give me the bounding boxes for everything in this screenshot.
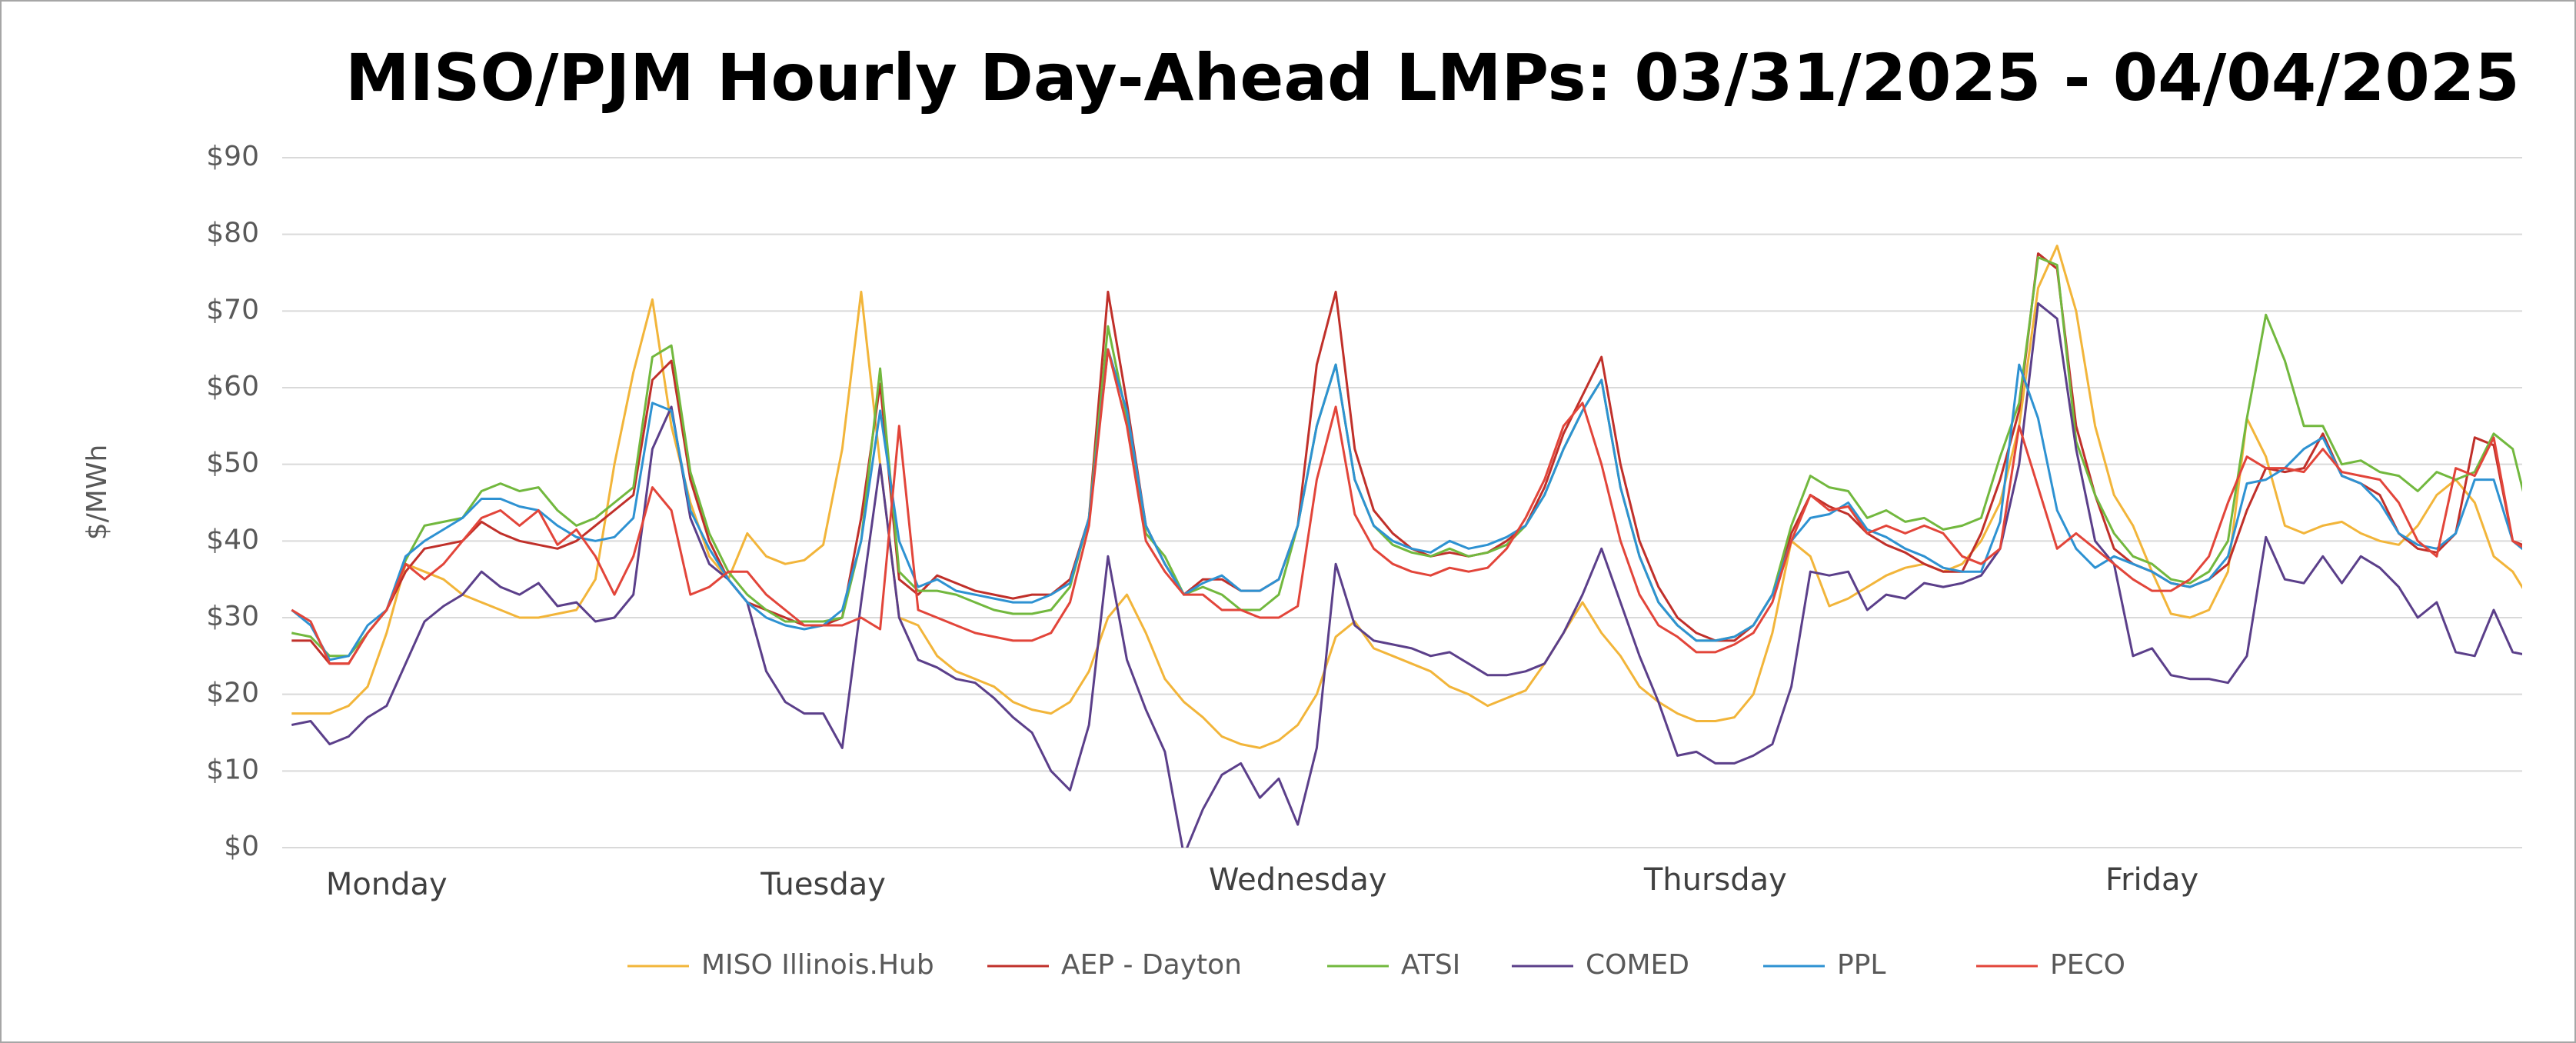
legend-label: MISO Illinois.Hub: [701, 949, 934, 981]
legend-label: PPL: [1837, 949, 1885, 981]
x-tick-label: Friday: [2105, 862, 2198, 898]
y-tick-label: $60: [206, 371, 259, 402]
y-tick-label: $90: [206, 141, 259, 172]
y-tick-label: $40: [206, 524, 259, 555]
y-tick-label: $0: [224, 831, 259, 862]
series-line: [291, 348, 2522, 661]
series-line: [291, 245, 2522, 749]
x-tick-label: Wednesday: [1209, 862, 1387, 898]
y-tick-label: $20: [206, 678, 259, 709]
series-line: [291, 256, 2522, 658]
y-tick-label: $70: [206, 294, 259, 325]
chart-title: MISO/PJM Hourly Day-Ahead LMPs: 03/31/20…: [345, 40, 2520, 115]
y-axis-label: $/MWh: [82, 445, 113, 541]
y-tick-label: $30: [206, 601, 259, 632]
x-tick-label: Monday: [326, 867, 448, 902]
y-tick-label: $10: [206, 754, 259, 785]
x-tick-label: Tuesday: [760, 867, 886, 902]
legend-label: PECO: [2050, 949, 2125, 981]
legend-label: ATSI: [1401, 949, 1460, 981]
y-tick-label: $50: [206, 448, 259, 479]
x-tick-label: Thursday: [1643, 862, 1787, 898]
y-tick-label: $80: [206, 218, 259, 249]
series-line: [291, 302, 2522, 848]
series-line: [291, 348, 2522, 665]
legend-label: AEP - Dayton: [1061, 949, 1242, 981]
legend-label: COMED: [1586, 949, 1689, 981]
